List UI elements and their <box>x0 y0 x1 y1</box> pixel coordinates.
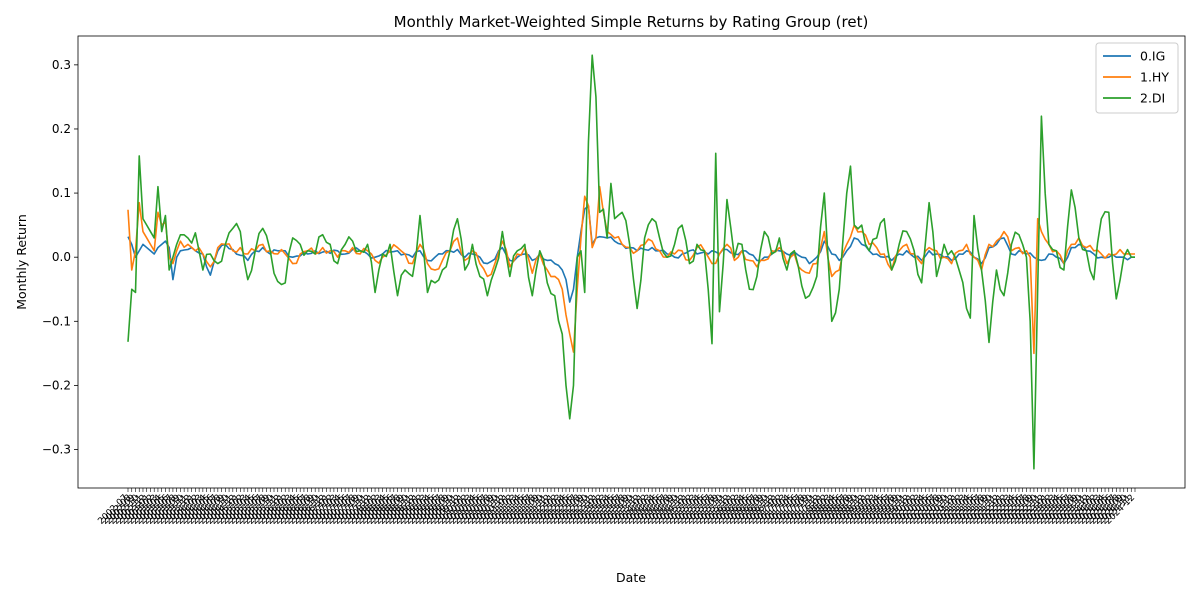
legend-label: 2.DI <box>1140 91 1165 106</box>
legend-box <box>1095 42 1179 114</box>
series-line-0-ig <box>127 205 1135 303</box>
series-line-2-di <box>127 54 1135 470</box>
y-tick-label: −0.3 <box>42 443 71 457</box>
x-axis: 2002-072002-082002-092002-102002-112002-… <box>96 488 1137 527</box>
legend-label: 1.HY <box>1140 70 1169 85</box>
y-tick-label: −0.2 <box>42 378 71 392</box>
x-axis-label: Date <box>616 570 646 585</box>
plot-area <box>77 35 1186 489</box>
y-tick-label: 0.1 <box>52 186 71 200</box>
y-axis-label: Monthly Return <box>14 214 29 310</box>
y-tick-label: 0.2 <box>52 122 71 136</box>
y-axis: −0.3 −0.2 −0.1 0.0 0.1 0.2 0.3 <box>42 58 78 457</box>
y-tick-label: −0.1 <box>42 314 71 328</box>
plot-frame <box>77 35 1186 489</box>
y-tick-label: 0.3 <box>52 58 71 72</box>
chart-title: Monthly Market-Weighted Simple Returns b… <box>394 13 869 31</box>
y-tick-label: 0.0 <box>52 250 71 264</box>
legend-label: 0.IG <box>1140 49 1165 64</box>
series-layer <box>127 54 1135 470</box>
series-line-1-hy <box>127 185 1135 355</box>
legend: 0.IG 1.HY 2.DI <box>1095 42 1179 114</box>
